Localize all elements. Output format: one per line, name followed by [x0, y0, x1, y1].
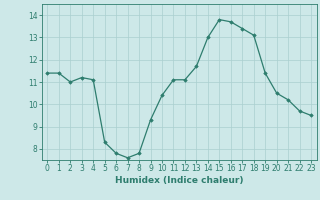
X-axis label: Humidex (Indice chaleur): Humidex (Indice chaleur) [115, 176, 244, 185]
